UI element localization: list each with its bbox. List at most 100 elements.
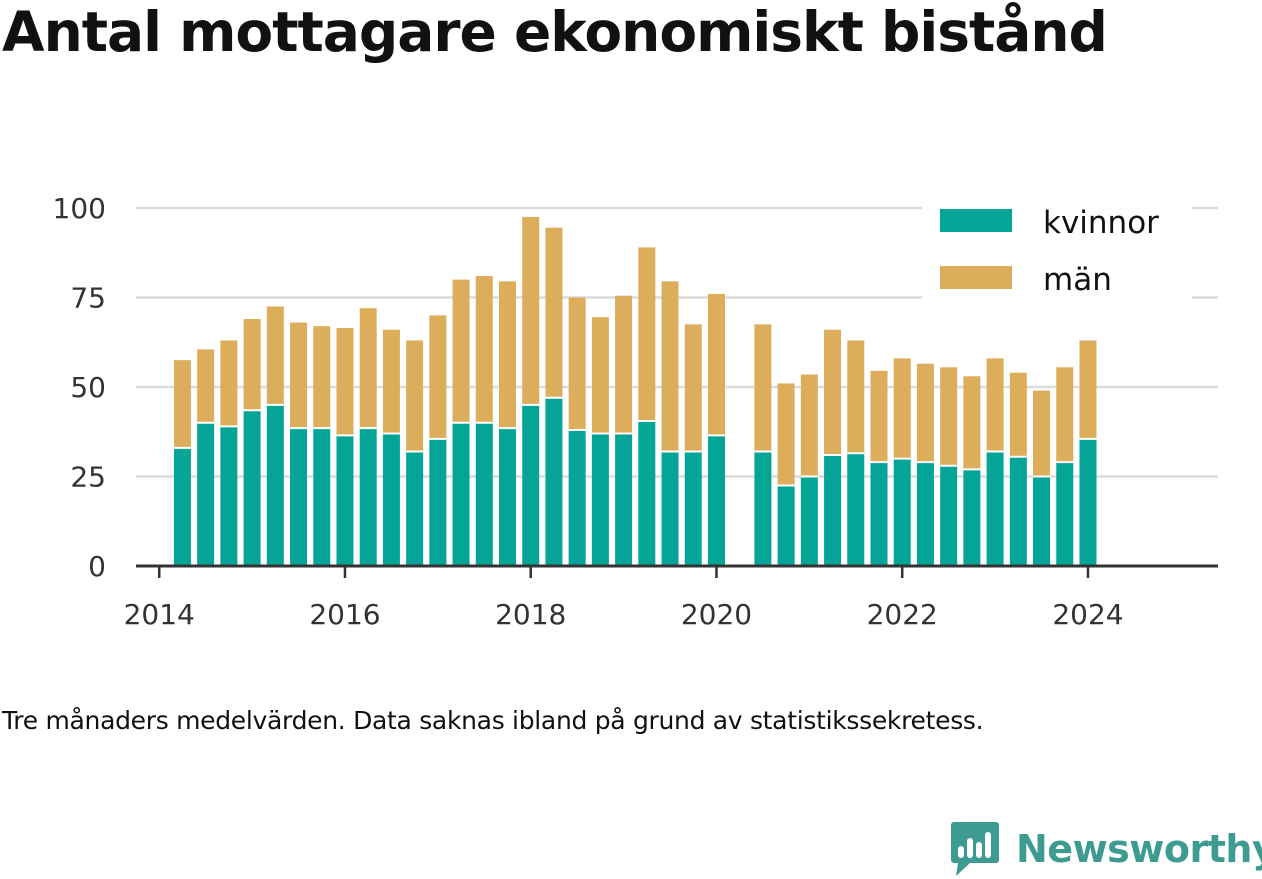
- newsworthy-logo-icon: [951, 822, 999, 876]
- bar-man: [824, 329, 842, 456]
- bar-man: [800, 374, 818, 477]
- bar-man: [475, 276, 493, 423]
- bar-kvinnor: [266, 404, 284, 566]
- bar-man: [638, 247, 656, 422]
- bar-man: [568, 297, 586, 430]
- bar-kvinnor: [522, 404, 540, 566]
- bar-kvinnor: [1009, 456, 1027, 566]
- legend-swatch: [940, 266, 1012, 289]
- legend: kvinnor män: [922, 204, 1192, 304]
- bar-man: [777, 383, 795, 486]
- bar-man: [1033, 390, 1051, 477]
- bar-man: [963, 376, 981, 470]
- brand-name: Newsworthy: [1016, 827, 1262, 871]
- bar-kvinnor: [638, 421, 656, 566]
- bar-kvinnor: [1056, 462, 1074, 566]
- bar-kvinnor: [615, 433, 633, 566]
- bar-kvinnor: [940, 465, 958, 566]
- bar-kvinnor: [847, 453, 865, 566]
- bar-kvinnor: [777, 485, 795, 566]
- bar-man: [661, 281, 679, 452]
- bar-man: [173, 360, 191, 448]
- bar-kvinnor: [313, 428, 331, 566]
- bar-kvinnor: [591, 433, 609, 566]
- bar-kvinnor: [499, 428, 517, 566]
- bar-man: [986, 358, 1004, 452]
- bar-man: [382, 329, 400, 434]
- x-tick-label: 2022: [867, 598, 938, 631]
- bar-kvinnor: [684, 451, 702, 566]
- bar-man: [916, 363, 934, 463]
- bar-kvinnor: [475, 422, 493, 566]
- bar-kvinnor: [382, 433, 400, 566]
- bar-kvinnor: [173, 447, 191, 566]
- bar-man: [220, 340, 238, 427]
- chart-caption: Tre månaders medelvärden. Data saknas ib…: [2, 706, 984, 735]
- bar-kvinnor: [1079, 438, 1097, 566]
- bar-man: [452, 279, 470, 423]
- bar-man: [1009, 372, 1027, 457]
- bar-man: [406, 340, 424, 452]
- bar-kvinnor: [336, 435, 354, 566]
- bar-kvinnor: [754, 451, 772, 566]
- bar-kvinnor: [800, 476, 818, 566]
- bar-kvinnor: [824, 455, 842, 566]
- x-tick-label: 2020: [681, 598, 752, 631]
- bar-kvinnor: [707, 435, 725, 566]
- bar-man: [545, 227, 563, 398]
- x-tick-label: 2014: [124, 598, 195, 631]
- x-tick-label: 2018: [495, 598, 566, 631]
- bar-man: [499, 281, 517, 429]
- bar-man: [1056, 367, 1074, 463]
- y-tick-label: 50: [70, 371, 106, 404]
- brand-logo: Newsworthy: [950, 820, 1262, 878]
- bar-kvinnor: [1033, 476, 1051, 566]
- y-tick-label: 0: [88, 550, 106, 583]
- bar-kvinnor: [359, 428, 377, 566]
- bar-kvinnor: [986, 451, 1004, 566]
- bar-man: [313, 326, 331, 429]
- legend-label: män: [1043, 262, 1112, 298]
- bar-kvinnor: [290, 428, 308, 566]
- bar-man: [870, 370, 888, 463]
- bar-man: [684, 324, 702, 452]
- bar-man: [591, 317, 609, 434]
- bar-kvinnor: [545, 397, 563, 566]
- bar-kvinnor: [406, 451, 424, 566]
- bar-kvinnor: [197, 422, 215, 566]
- bar-kvinnor: [429, 438, 447, 566]
- bar-kvinnor: [916, 462, 934, 566]
- x-tick-label: 2024: [1052, 598, 1123, 631]
- bar-man: [893, 358, 911, 459]
- bar-man: [1079, 340, 1097, 439]
- x-tick-label: 2016: [309, 598, 380, 631]
- bar-kvinnor: [661, 451, 679, 566]
- bar-kvinnor: [870, 462, 888, 566]
- bar-man: [754, 324, 772, 452]
- chart-title: Antal mottagare ekonomiskt bistånd: [2, 0, 1108, 64]
- bar-man: [615, 295, 633, 434]
- y-tick-label: 25: [70, 461, 106, 494]
- y-tick-label: 100: [53, 192, 106, 225]
- bar-man: [847, 340, 865, 454]
- bar-man: [336, 327, 354, 436]
- bar-man: [940, 367, 958, 466]
- bar-man: [290, 322, 308, 429]
- bar-series: [173, 216, 1097, 566]
- bar-kvinnor: [568, 429, 586, 566]
- bar-man: [266, 306, 284, 405]
- axes: 0 25 50 75 100 2014 2016 2018 2020 2022 2024: [53, 192, 1218, 631]
- y-tick-label: 75: [70, 282, 106, 315]
- bar-kvinnor: [963, 469, 981, 566]
- bar-kvinnor: [452, 422, 470, 566]
- bar-man: [522, 216, 540, 405]
- legend-swatch: [940, 209, 1012, 232]
- legend-label: kvinnor: [1043, 205, 1159, 241]
- stacked-bar-chart: 0 25 50 75 100 2014 2016 2018 2020 2022 2024 kvinn…: [53, 192, 1218, 631]
- bar-man: [707, 293, 725, 436]
- bar-kvinnor: [893, 458, 911, 566]
- bar-man: [197, 349, 215, 423]
- bar-man: [243, 318, 261, 411]
- bar-kvinnor: [243, 410, 261, 566]
- bar-man: [359, 308, 377, 429]
